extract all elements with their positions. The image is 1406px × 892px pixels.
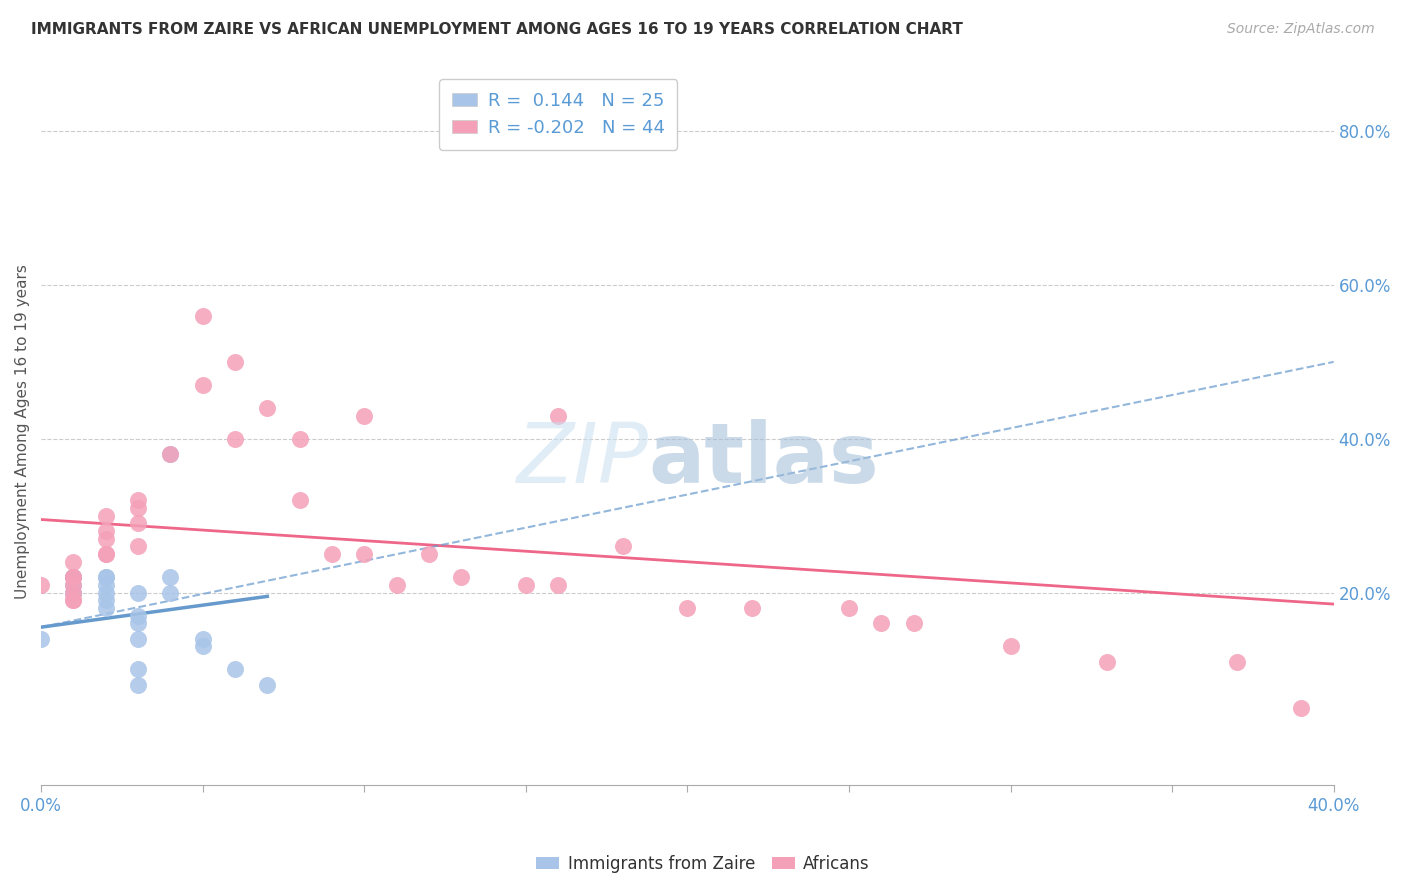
Legend: Immigrants from Zaire, Africans: Immigrants from Zaire, Africans — [529, 848, 877, 880]
Point — [94, 524, 117, 538]
Point — [94, 570, 117, 584]
Point — [127, 678, 149, 692]
Point — [62, 570, 84, 584]
Point — [191, 378, 214, 392]
Point — [127, 585, 149, 599]
Point — [30, 578, 52, 592]
Point — [903, 616, 925, 631]
Point — [62, 585, 84, 599]
Point — [1000, 640, 1022, 654]
Point — [450, 570, 472, 584]
Point — [94, 508, 117, 523]
Point — [62, 570, 84, 584]
Point — [94, 578, 117, 592]
Point — [838, 601, 860, 615]
Point — [62, 570, 84, 584]
Point — [256, 678, 278, 692]
Point — [1291, 701, 1313, 715]
Point — [191, 309, 214, 323]
Point — [94, 585, 117, 599]
Point — [191, 632, 214, 646]
Point — [127, 608, 149, 623]
Point — [127, 632, 149, 646]
Point — [94, 601, 117, 615]
Point — [418, 547, 440, 561]
Point — [127, 540, 149, 554]
Point — [1097, 655, 1119, 669]
Point — [62, 555, 84, 569]
Point — [191, 640, 214, 654]
Point — [870, 616, 893, 631]
Legend: R =  0.144   N = 25, R = -0.202   N = 44: R = 0.144 N = 25, R = -0.202 N = 44 — [439, 79, 678, 150]
Point — [321, 547, 343, 561]
Text: Source: ZipAtlas.com: Source: ZipAtlas.com — [1227, 22, 1375, 37]
Point — [62, 570, 84, 584]
Point — [62, 593, 84, 607]
Point — [1226, 655, 1249, 669]
Point — [62, 578, 84, 592]
Point — [94, 570, 117, 584]
Point — [256, 401, 278, 415]
Point — [94, 593, 117, 607]
Point — [94, 547, 117, 561]
Text: IMMIGRANTS FROM ZAIRE VS AFRICAN UNEMPLOYMENT AMONG AGES 16 TO 19 YEARS CORRELAT: IMMIGRANTS FROM ZAIRE VS AFRICAN UNEMPLO… — [31, 22, 963, 37]
Point — [94, 547, 117, 561]
Point — [127, 662, 149, 676]
Point — [547, 409, 569, 423]
Text: ZIP: ZIP — [516, 419, 648, 500]
Point — [159, 447, 181, 461]
Point — [224, 355, 246, 369]
Point — [224, 432, 246, 446]
Point — [94, 532, 117, 546]
Point — [159, 585, 181, 599]
Point — [62, 585, 84, 599]
Point — [62, 578, 84, 592]
Point — [676, 601, 699, 615]
Point — [224, 662, 246, 676]
Point — [385, 578, 408, 592]
Point — [62, 593, 84, 607]
Point — [127, 500, 149, 515]
Point — [353, 409, 375, 423]
Point — [62, 585, 84, 599]
Point — [159, 447, 181, 461]
Point — [159, 570, 181, 584]
Point — [741, 601, 763, 615]
Point — [288, 432, 311, 446]
Point — [127, 516, 149, 531]
Point — [612, 540, 634, 554]
Text: atlas: atlas — [648, 419, 879, 500]
Point — [127, 493, 149, 508]
Point — [30, 632, 52, 646]
Point — [547, 578, 569, 592]
Point — [127, 616, 149, 631]
Y-axis label: Unemployment Among Ages 16 to 19 years: Unemployment Among Ages 16 to 19 years — [15, 264, 30, 599]
Point — [288, 493, 311, 508]
Point — [353, 547, 375, 561]
Point — [515, 578, 537, 592]
